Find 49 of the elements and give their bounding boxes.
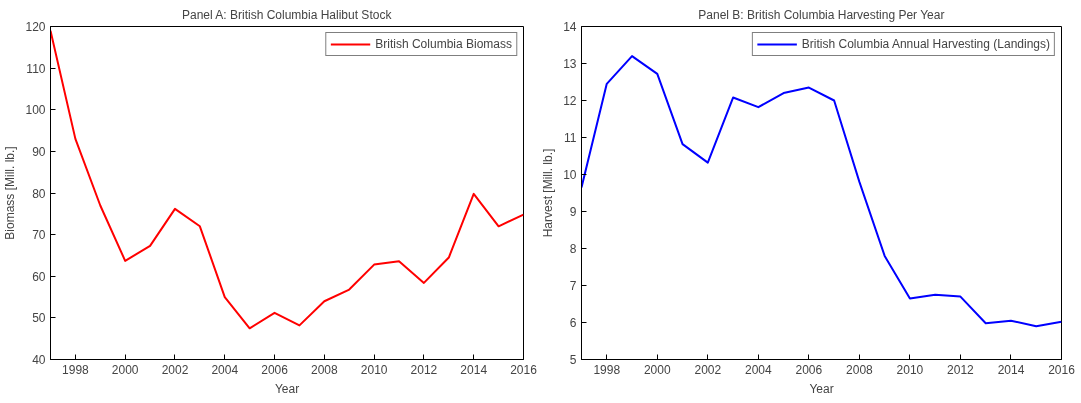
- x-tick-label: 2000: [111, 362, 139, 377]
- x-tick-label: 2000: [643, 362, 671, 377]
- y-tick-label: 6: [569, 316, 577, 330]
- x-tick-label: 2008: [846, 362, 874, 377]
- x-tick-label: 2004: [211, 362, 239, 377]
- chart-title: Panel B: British Columbia Harvesting Per Year: [698, 7, 945, 22]
- y-tick-label: 12: [563, 94, 577, 108]
- chart-title: Panel A: British Columbia Halibut Stock: [181, 7, 393, 22]
- y-tick-label: 13: [563, 57, 577, 71]
- x-tick-label: 2010: [896, 362, 924, 377]
- x-tick-label: 2010: [360, 362, 388, 377]
- x-tick-label: 2014: [460, 362, 488, 377]
- x-tick-label: 2016: [1048, 362, 1076, 377]
- x-tick-label: 2016: [510, 362, 538, 377]
- y-tick-label: 110: [26, 61, 46, 76]
- y-tick-label: 50: [32, 311, 46, 326]
- y-tick-label: 100: [25, 103, 46, 118]
- y-tick-label: 80: [32, 186, 46, 201]
- y-tick-label: 9: [569, 205, 577, 219]
- x-axis-title: Year: [809, 381, 834, 396]
- y-tick-label: 14: [563, 20, 577, 34]
- y-tick-label: 10: [563, 168, 577, 182]
- x-axis-title: Year: [274, 381, 300, 396]
- y-tick-label: 7: [569, 279, 577, 293]
- y-axis-title: Harvest [Mill. lb.]: [541, 148, 556, 238]
- x-tick-label: 2012: [947, 362, 975, 377]
- y-tick-label: 40: [32, 353, 46, 367]
- legend-label: British Columbia Annual Harvesting (Landings): [801, 37, 1050, 51]
- y-tick-label: 8: [569, 242, 577, 256]
- y-axis-title: Biomass [Mill. lb.]: [3, 146, 18, 240]
- y-tick-label: 60: [32, 269, 46, 284]
- x-tick-label: 2012: [410, 362, 438, 377]
- y-tick-label: 11: [564, 131, 577, 145]
- y-tick-label: 70: [32, 228, 46, 243]
- y-tick-label: 5: [569, 353, 577, 367]
- x-tick-label: 2004: [744, 362, 773, 377]
- y-tick-label: 120: [25, 20, 46, 34]
- line-series: [581, 55, 1062, 328]
- x-tick-label: 2014: [997, 362, 1025, 377]
- x-tick-label: 2002: [161, 362, 189, 377]
- line-series: [50, 29, 524, 330]
- x-tick-label: 1998: [593, 362, 621, 377]
- x-tick-label: 2002: [694, 362, 722, 377]
- x-tick-label: 1998: [62, 362, 90, 377]
- y-tick-label: 90: [32, 144, 46, 159]
- legend-label: British Columbia Biomass: [375, 37, 512, 51]
- x-tick-label: 2006: [795, 362, 823, 377]
- x-tick-label: 2006: [261, 362, 289, 377]
- x-tick-label: 2008: [310, 362, 339, 377]
